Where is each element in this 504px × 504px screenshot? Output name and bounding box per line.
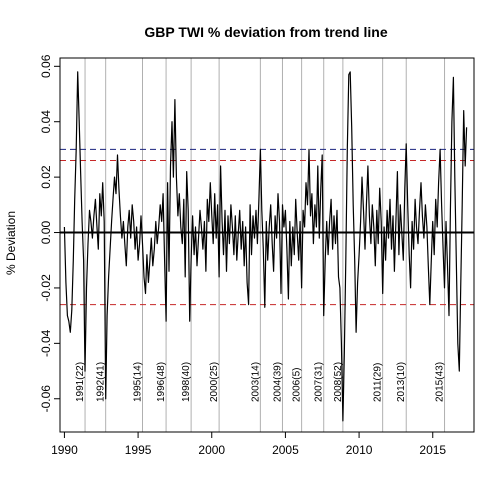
event-label-2: 1995(14)	[133, 362, 144, 402]
y-tick-label-5: 0.04	[39, 110, 53, 134]
event-label-12: 2013(10)	[396, 362, 407, 402]
x-tick-label-4: 2010	[346, 443, 373, 457]
y-tick-label-0: -0.06	[39, 385, 53, 413]
y-tick-label-1: -0.04	[39, 329, 53, 357]
y-tick-label-4: 0.02	[39, 165, 53, 189]
event-label-13: 2015(43)	[435, 362, 446, 402]
chart-title: GBP TWI % deviation from trend line	[144, 24, 387, 40]
x-tick-label-5: 2015	[419, 443, 446, 457]
event-label-3: 1996(48)	[156, 362, 167, 402]
plot-border	[59, 57, 475, 433]
x-tick-label-1: 1995	[125, 443, 152, 457]
x-tick-label-3: 2005	[272, 443, 299, 457]
event-label-10: 2008(52)	[333, 362, 344, 402]
plot-area: 1991(22) 1992(41) 1995(14) 1996(48) 1998(40)…	[39, 54, 475, 457]
event-label-9: 2007(31)	[314, 362, 325, 402]
x-tick-label-0: 1990	[51, 443, 78, 457]
event-label-5: 2000(25)	[209, 362, 220, 402]
event-label-0: 1991(22)	[75, 362, 86, 402]
x-tick-label-2: 2000	[198, 443, 225, 457]
y-tick-label-6: 0.06	[39, 54, 53, 78]
event-label-4: 1998(40)	[181, 362, 192, 402]
y-tick-label-2: -0.02	[39, 274, 53, 302]
event-label-1: 1992(41)	[96, 362, 107, 402]
y-axis-label: % Deviation	[4, 211, 18, 275]
event-label-7: 2004(39)	[272, 362, 283, 402]
event-label-11: 2011(29)	[373, 363, 384, 402]
event-label-8: 2006(5)	[292, 368, 303, 402]
y-tick-label-3: 0.00	[39, 221, 53, 245]
series-line-0	[63, 71, 468, 422]
event-label-6: 2003(14)	[250, 362, 261, 402]
